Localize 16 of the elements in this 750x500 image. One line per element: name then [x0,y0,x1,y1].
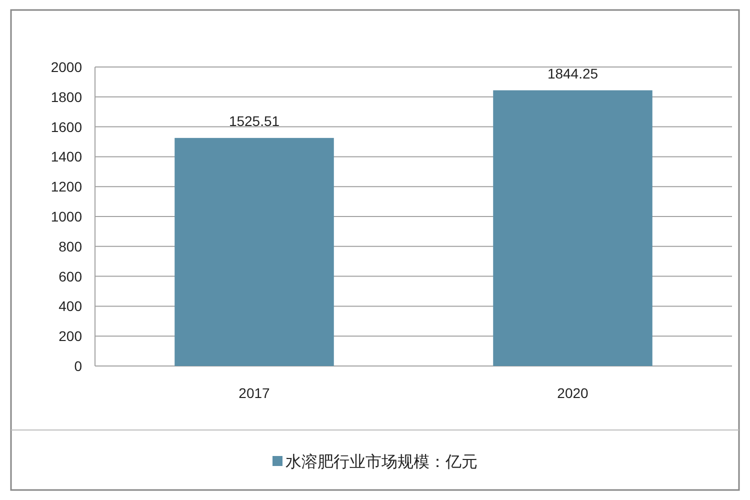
y-tick-label: 0 [74,358,82,374]
y-tick-label: 1200 [50,178,82,195]
x-tick-label: 2020 [557,385,589,401]
y-tick-label: 800 [58,238,82,254]
y-tick-label: 2000 [50,59,82,75]
y-tick-label: 400 [58,298,82,314]
data-label: 1844.25 [547,65,598,82]
y-tick-label: 600 [58,268,82,284]
x-tick-label: 2017 [238,385,270,401]
legend-label: 水溶肥行业市场规模：亿元 [286,453,478,471]
y-tick-label: 1400 [50,148,82,165]
y-tick-label: 200 [58,328,82,344]
data-label: 1525.51 [228,112,280,129]
y-tick-label: 1000 [50,208,82,224]
y-tick-label: 1800 [50,88,82,105]
y-tick-label: 1600 [50,118,82,135]
